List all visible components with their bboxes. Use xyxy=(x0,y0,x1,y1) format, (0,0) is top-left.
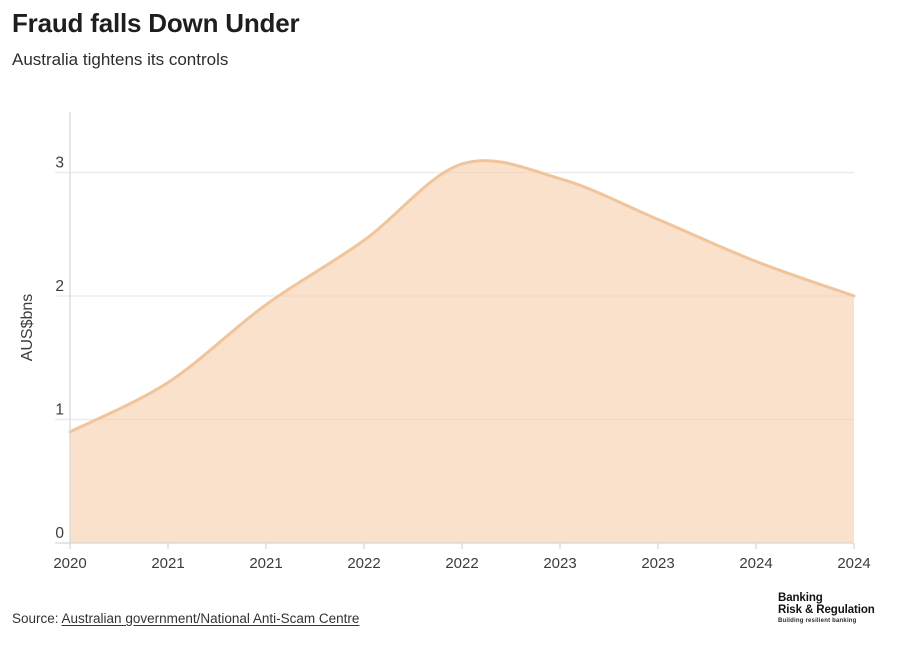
y-axis-tick-label: 0 xyxy=(55,525,64,542)
brand-logo: Banking Risk & Regulation Building resil… xyxy=(778,592,875,624)
y-axis-tick-label: 2 xyxy=(55,278,64,295)
area-top-line xyxy=(68,159,856,434)
source-prefix: Source: xyxy=(12,611,62,626)
logo-line-2: Risk & Regulation xyxy=(778,604,875,616)
chart-subtitle: Australia tightens its controls xyxy=(12,50,229,69)
source-line: Source: Australian government/National A… xyxy=(12,611,359,626)
x-axis-tick-label: 2023 xyxy=(543,555,576,572)
source-link[interactable]: Australian government/National Anti-Scam… xyxy=(61,611,360,626)
logo-line-1: Banking xyxy=(778,592,823,604)
x-axis-tick-label: 2023 xyxy=(641,555,674,572)
x-axis-tick-label: 2022 xyxy=(347,555,380,572)
logo-tagline: Building resilient banking xyxy=(778,618,857,624)
x-axis-tick-label: 2021 xyxy=(151,555,184,572)
y-axis-tick-label: 3 xyxy=(55,155,64,172)
chart-title: Fraud falls Down Under xyxy=(12,8,300,38)
y-axis-title: AUS$bns xyxy=(19,294,36,362)
x-axis-tick-label: 2021 xyxy=(249,555,282,572)
x-axis-tick-label: 2022 xyxy=(445,555,478,572)
y-axis-tick-label: 1 xyxy=(55,402,64,419)
area-fill xyxy=(70,160,854,544)
x-axis-tick-label: 2020 xyxy=(53,555,86,572)
x-axis-tick-label: 2024 xyxy=(837,555,870,572)
x-axis-tick-label: 2024 xyxy=(739,555,772,572)
